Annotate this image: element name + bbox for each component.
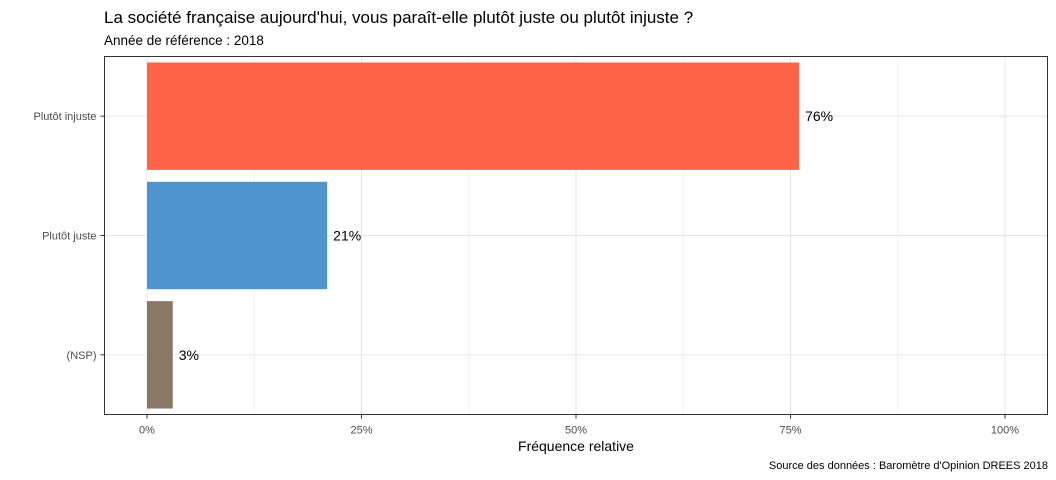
data-label-2: 21% — [333, 228, 361, 244]
bar-1 — [147, 62, 800, 170]
axes: Plutôt injuste Plutôt juste (NSP) 0% 25% 50% 7… — [34, 111, 1020, 436]
x-tick-label: 100% — [991, 425, 1019, 437]
x-tick-label: 25% — [350, 425, 372, 437]
data-label-3: 3% — [179, 347, 199, 363]
x-tick-label: 50% — [565, 425, 587, 437]
x-tick-label: 75% — [779, 425, 801, 437]
x-tick-label: 0% — [139, 425, 155, 437]
chart-subtitle: Année de référence : 2018 — [104, 33, 264, 48]
bar-2 — [147, 181, 328, 290]
bar-3 — [147, 301, 173, 409]
data-label-1: 76% — [805, 108, 833, 124]
x-axis-title: Fréquence relative — [518, 438, 634, 454]
chart-title: La société française aujourd'hui, vous p… — [104, 8, 694, 27]
chart-caption: Source des données : Baromètre d'Opinion… — [768, 460, 1048, 472]
y-tick-label: Plutôt injuste — [34, 111, 97, 123]
bars: 76% 21% 3% — [147, 62, 833, 409]
y-tick-label: Plutôt juste — [42, 231, 96, 243]
y-tick-label: (NSP) — [67, 350, 97, 362]
